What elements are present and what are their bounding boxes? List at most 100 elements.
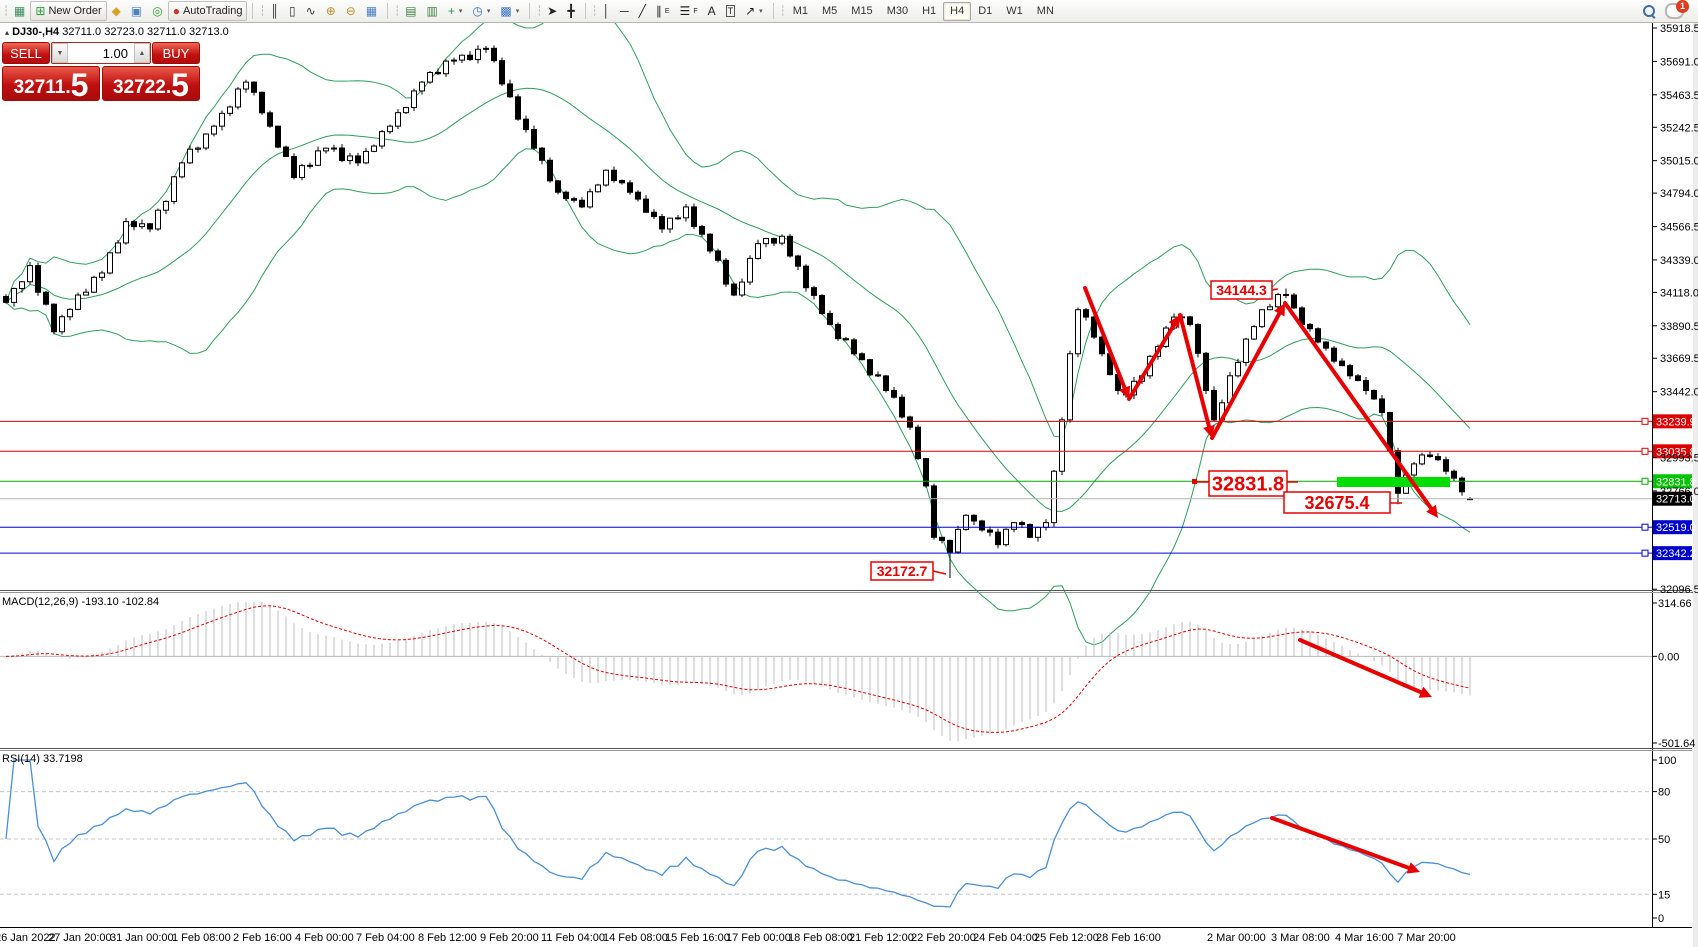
price-axis-tick-label: 32993.5 <box>1660 453 1698 465</box>
annotation-text: 32831.8 <box>1212 474 1284 496</box>
chart-window-icon[interactable]: ▦ <box>9 1 30 21</box>
price-level-axis-label <box>1653 491 1692 506</box>
news-icon[interactable]: ◎ <box>147 1 167 21</box>
sell-price-display[interactable]: 32711. 5 <box>2 66 100 101</box>
zoom-in-icon[interactable]: ⊕ <box>321 1 341 21</box>
candle-body <box>835 323 841 340</box>
level-anchor-handle[interactable] <box>1641 523 1649 531</box>
annotation-arrow[interactable] <box>1127 323 1176 401</box>
styler-icon[interactable]: ◆ <box>107 1 126 21</box>
date-axis-label: 11 Feb 04:00 <box>541 932 605 944</box>
volume-input[interactable] <box>68 43 134 63</box>
notifications-icon[interactable]: 1 <box>1665 0 1689 19</box>
level-anchor-handle[interactable] <box>1641 549 1649 557</box>
channel-icon[interactable]: ∥ E <box>655 4 670 18</box>
timeframe-m1[interactable]: M1 <box>792 5 808 17</box>
fibonacci-icon[interactable]: ☰ F <box>679 4 698 18</box>
timeframe-m30[interactable]: M30 <box>886 5 909 17</box>
trendline-icon[interactable]: ╱ <box>634 1 651 21</box>
terminal-icon[interactable]: ▣ <box>126 1 147 21</box>
candle-body <box>1003 528 1009 546</box>
buy-button[interactable]: BUY <box>152 42 200 64</box>
annotation-arrowhead <box>1119 385 1131 399</box>
candle-body <box>971 514 977 522</box>
timeframe-mn[interactable]: MN <box>1036 5 1054 17</box>
candle-body <box>1259 309 1265 328</box>
templates-icon[interactable]: ▩ ▾ <box>500 4 520 18</box>
autotrading-button[interactable]: ● AutoTrading <box>167 1 248 21</box>
sell-button[interactable]: SELL <box>2 42 50 64</box>
annotation-arrow[interactable] <box>1270 816 1411 870</box>
candlestick-chart-icon[interactable]: ▯ <box>284 1 301 21</box>
candle-body <box>491 47 497 62</box>
candle-body <box>139 223 145 228</box>
candle-body <box>1099 336 1105 355</box>
date-axis-label: 4 Feb 00:00 <box>295 932 354 944</box>
candle-body <box>379 131 385 147</box>
timeframe-h4[interactable]: H4 <box>943 1 972 21</box>
annotation-arrow[interactable] <box>1083 286 1127 390</box>
candle-body <box>67 308 73 318</box>
buy-price-display[interactable]: 32722. 5 <box>102 66 200 101</box>
rsi-axis-tick-label: 0 <box>1658 913 1664 925</box>
candle-body <box>1035 526 1041 538</box>
green-highlight-bar[interactable] <box>1337 477 1450 487</box>
candle-body <box>443 60 449 75</box>
news-icon: ◎ <box>152 4 163 18</box>
timeframe-d1[interactable]: D1 <box>978 5 993 17</box>
level-anchor-handle[interactable] <box>1641 447 1649 455</box>
annotation-arrow[interactable] <box>1210 311 1282 440</box>
timeframe-m5[interactable]: M5 <box>822 5 838 17</box>
tile-windows-icon[interactable]: ▦ <box>361 1 382 21</box>
candle-body <box>1283 294 1289 297</box>
cascade-windows-icon[interactable]: ▥ <box>422 1 443 21</box>
timeframe-w1[interactable]: W1 <box>1006 5 1023 17</box>
templates-icon: ▩ <box>500 4 512 18</box>
arrange-windows-icon[interactable]: ▤ <box>400 1 421 21</box>
autotrading-button-label: AutoTrading <box>182 5 243 17</box>
candle-body <box>1347 365 1353 377</box>
rsi-axis-tick-label: 80 <box>1658 787 1670 799</box>
zoom-out-icon[interactable]: ⊖ <box>341 1 361 21</box>
annotation-text-box[interactable] <box>1208 470 1288 497</box>
crosshair-icon[interactable]: ╋ <box>562 1 579 21</box>
periods-icon[interactable]: ◷ ▾ <box>472 4 491 18</box>
level-anchor-handle[interactable] <box>1641 477 1649 485</box>
zoom-out-icon: ⊖ <box>345 4 356 18</box>
text-icon[interactable]: A <box>703 1 721 21</box>
trendline-icon: ╱ <box>638 4 646 18</box>
annotation-connector <box>1271 288 1279 291</box>
fibonacci-icon: ☰ <box>679 4 691 18</box>
cursor-icon[interactable]: ➤ <box>542 1 562 21</box>
candle-body <box>1371 389 1377 400</box>
volume-increase-button[interactable]: ▲ <box>134 43 150 63</box>
timeframe-h1[interactable]: H1 <box>922 5 937 17</box>
chart-symbol-period: DJ30-,H4 <box>12 26 60 38</box>
volume-decrease-button[interactable]: ▼ <box>52 43 68 63</box>
text-label-icon[interactable]: T <box>721 1 741 21</box>
rsi-axis-tick-label: 100 <box>1658 755 1676 767</box>
hline-icon[interactable]: ─ <box>615 1 634 21</box>
cursor-icon: ➤ <box>547 4 558 18</box>
line-chart-icon[interactable]: ∿ <box>301 1 321 21</box>
candle-body <box>363 150 369 164</box>
arrange-windows-icon: ▤ <box>405 4 417 18</box>
indicators-icon[interactable]: + ▾ <box>447 4 463 18</box>
bar-chart-icon[interactable]: ║ <box>266 1 285 21</box>
annotation-arrow[interactable] <box>1298 638 1423 695</box>
annotation-arrow[interactable] <box>1283 301 1434 511</box>
candle-body <box>587 191 593 208</box>
bollinger-lower-band <box>5 148 1471 646</box>
new-order-button[interactable]: ⊞ New Order <box>30 1 107 21</box>
price-axis-tick-label: 34118.0 <box>1660 287 1698 299</box>
candle-body <box>995 531 1001 546</box>
search-icon[interactable] <box>1643 5 1656 19</box>
level-anchor-handle[interactable] <box>1641 417 1649 425</box>
candle-body <box>1083 309 1089 318</box>
arrows-tool-icon[interactable]: ↗ ▾ <box>745 4 763 18</box>
toolbar-right: 1 <box>1643 0 1698 19</box>
timeframe-m15[interactable]: M15 <box>851 5 873 17</box>
annotation-arrow[interactable] <box>1178 313 1211 429</box>
vline-icon[interactable]: │ <box>598 1 616 21</box>
